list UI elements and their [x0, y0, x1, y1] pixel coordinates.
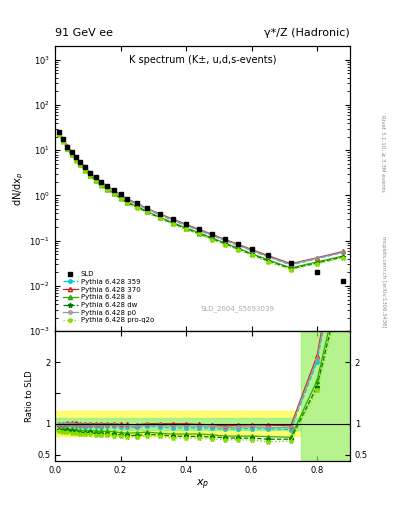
Text: 91 GeV ee: 91 GeV ee [55, 28, 113, 38]
Text: γ*/Z (Hadronic): γ*/Z (Hadronic) [264, 28, 350, 38]
Legend: SLD, Pythia 6.428 359, Pythia 6.428 370, Pythia 6.428 a, Pythia 6.428 dw, Pythia: SLD, Pythia 6.428 359, Pythia 6.428 370,… [61, 270, 156, 325]
Text: Rivet 3.1.10, ≥ 3.3M events: Rivet 3.1.10, ≥ 3.3M events [381, 115, 386, 192]
Text: K spectrum (K±, u,d,s-events): K spectrum (K±, u,d,s-events) [129, 55, 276, 65]
Y-axis label: Ratio to SLD: Ratio to SLD [25, 370, 34, 422]
Text: mcplots.cern.ch [arXiv:1306.3436]: mcplots.cern.ch [arXiv:1306.3436] [381, 236, 386, 327]
Text: SLD_2004_S5693039: SLD_2004_S5693039 [201, 305, 275, 312]
Y-axis label: dN/dx$_p$: dN/dx$_p$ [12, 171, 26, 206]
X-axis label: $x_p$: $x_p$ [196, 477, 209, 492]
